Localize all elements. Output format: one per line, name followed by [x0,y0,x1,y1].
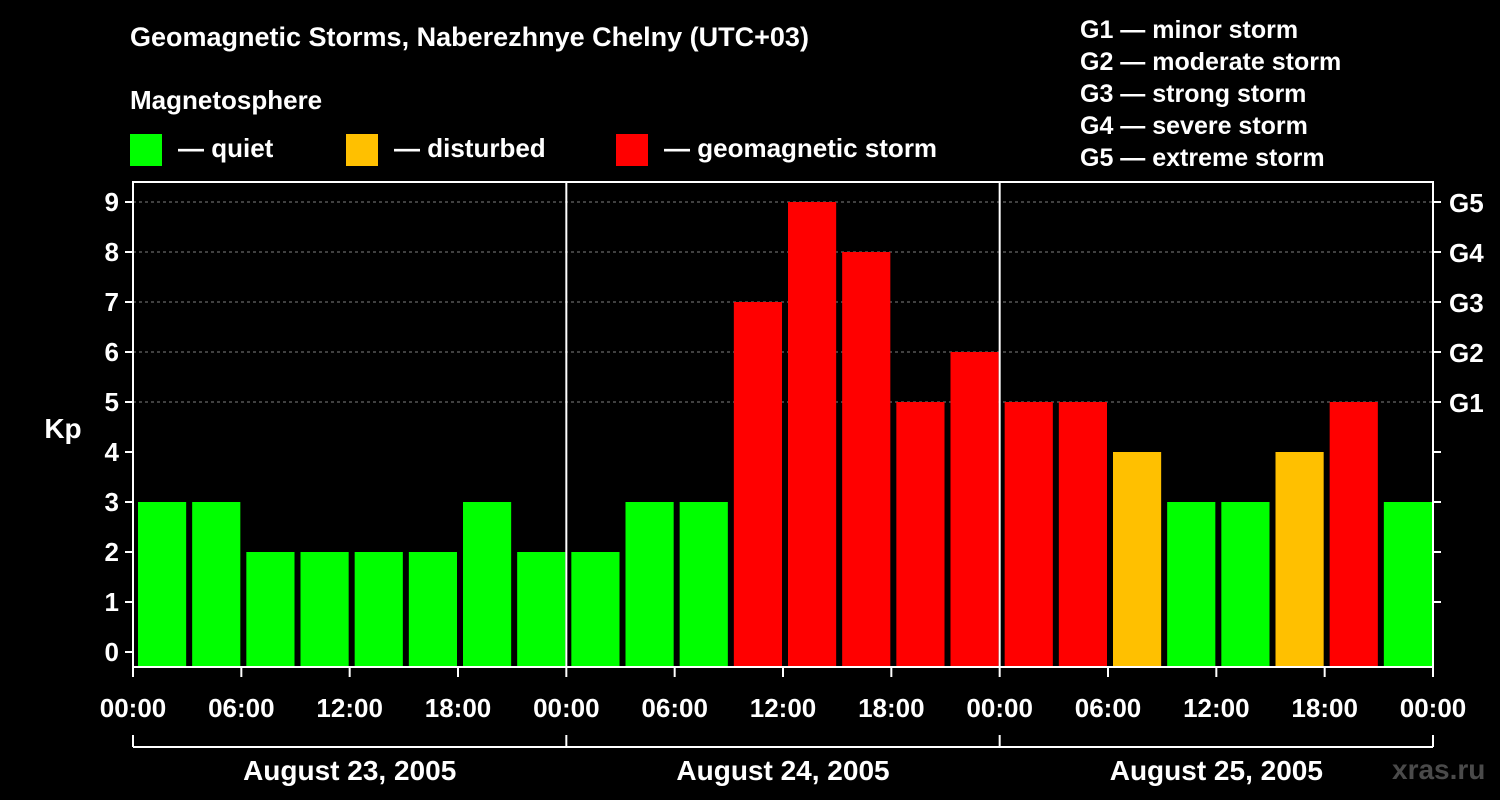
x-tick-label: 12:00 [316,693,383,723]
chart-title: Geomagnetic Storms, Naberezhnye Chelny (… [130,22,809,52]
kp-bar [625,502,674,667]
kp-bar [733,302,782,667]
magnetosphere-label: Magnetosphere [130,85,323,115]
legend-disturbed-label: — disturbed [394,133,546,163]
kp-bar [354,552,403,667]
right-axis-label: G5 [1449,188,1484,218]
storm-scale-g4: G4 — severe storm [1080,112,1308,140]
kp-bar [679,502,728,667]
x-tick-label: 06:00 [641,693,708,723]
y-tick-label: 1 [105,587,119,617]
day-label: August 25, 2005 [1110,755,1323,786]
kp-bar [408,552,457,667]
storm-scale-g2: G2 — moderate storm [1080,48,1342,76]
kp-bar [517,552,566,667]
y-tick-label: 3 [105,487,119,517]
kp-bar [950,352,999,667]
right-axis-label: G2 [1449,338,1484,368]
kp-bar [138,502,187,667]
y-tick-label: 4 [105,437,120,467]
y-tick-label: 8 [105,237,119,267]
kp-bar [1221,502,1270,667]
kp-bar [842,252,891,667]
day-label: August 24, 2005 [676,755,889,786]
kp-bar [463,502,512,667]
storm-scale-g1: G1 — minor storm [1080,16,1299,44]
day-label: August 23, 2005 [243,755,456,786]
storm-scale-g5: G5 — extreme storm [1080,144,1325,172]
y-tick-label: 2 [105,537,119,567]
kp-bar [788,202,837,667]
legend-storm-label: — geomagnetic storm [664,133,938,163]
y-tick-label: 6 [105,337,119,367]
y-tick-label: 9 [105,187,119,217]
kp-bar [1004,402,1053,667]
kp-bar [1329,402,1378,667]
y-tick-label: 5 [105,387,119,417]
right-axis-label: G4 [1449,238,1484,268]
legend-storm-swatch [616,134,648,166]
x-tick-label: 06:00 [1075,693,1142,723]
y-tick-label: 0 [105,637,119,667]
y-tick-label: 7 [105,287,119,317]
x-tick-label: 00:00 [533,693,600,723]
x-tick-label: 18:00 [425,693,492,723]
x-tick-label: 18:00 [1291,693,1358,723]
kp-bar [1275,452,1324,667]
x-tick-label: 12:00 [750,693,817,723]
x-tick-label: 06:00 [208,693,275,723]
legend-quiet-label: — quiet [178,133,274,163]
right-axis-label: G3 [1449,288,1484,318]
kp-bar [1113,452,1162,667]
x-tick-label: 18:00 [858,693,925,723]
x-tick-label: 00:00 [966,693,1033,723]
storm-scale-list: G1 — minor storm G2 — moderate storm G3 … [1080,14,1341,174]
kp-bar [246,552,295,667]
kp-bar [1167,502,1216,667]
legend-quiet-swatch [130,134,162,166]
x-tick-label: 00:00 [100,693,167,723]
kp-bar [1383,502,1432,667]
legend-disturbed-swatch [346,134,378,166]
right-axis-label: G1 [1449,388,1484,418]
x-tick-label: 00:00 [1400,693,1467,723]
kp-bar [571,552,620,667]
x-tick-label: 12:00 [1183,693,1250,723]
watermark: xras.ru [1392,754,1486,785]
storm-scale-g3: G3 — strong storm [1080,80,1307,108]
y-axis-label: Kp [44,413,81,444]
kp-bar [300,552,349,667]
kp-bar [1058,402,1107,667]
kp-bar [896,402,945,667]
kp-bar [192,502,241,667]
